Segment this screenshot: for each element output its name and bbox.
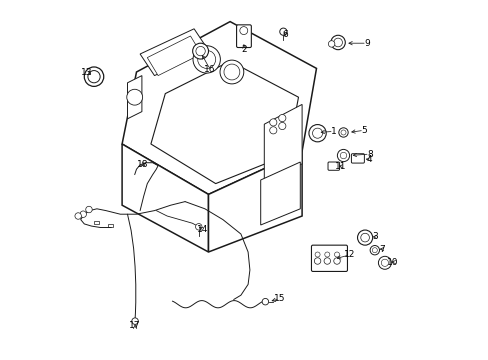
Text: 16: 16 <box>204 65 215 74</box>
Circle shape <box>337 149 349 162</box>
Text: 10: 10 <box>386 258 398 266</box>
Text: 3: 3 <box>371 233 377 241</box>
Circle shape <box>324 252 329 257</box>
Circle shape <box>279 28 286 35</box>
Circle shape <box>314 252 320 257</box>
Text: 6: 6 <box>282 30 288 39</box>
Circle shape <box>371 248 377 253</box>
Text: 17: 17 <box>129 321 141 330</box>
Polygon shape <box>208 151 302 252</box>
Text: 5: 5 <box>361 126 366 135</box>
Text: 2: 2 <box>241 45 247 54</box>
Polygon shape <box>264 104 302 182</box>
Circle shape <box>328 41 334 47</box>
Circle shape <box>84 67 103 86</box>
Text: 11: 11 <box>335 162 346 171</box>
Polygon shape <box>151 61 298 184</box>
Circle shape <box>224 64 239 80</box>
Bar <box>94 221 99 224</box>
Circle shape <box>239 27 247 35</box>
Circle shape <box>75 213 81 219</box>
Text: 12: 12 <box>343 251 355 259</box>
Polygon shape <box>147 36 201 76</box>
Polygon shape <box>127 76 142 119</box>
FancyBboxPatch shape <box>351 154 364 163</box>
Circle shape <box>196 46 205 56</box>
Circle shape <box>312 128 322 138</box>
Circle shape <box>278 114 285 122</box>
FancyBboxPatch shape <box>327 162 339 170</box>
Circle shape <box>80 211 86 217</box>
Polygon shape <box>122 144 208 252</box>
Polygon shape <box>140 29 208 76</box>
Text: 8: 8 <box>366 150 372 158</box>
Circle shape <box>88 71 100 83</box>
Circle shape <box>193 46 220 73</box>
Circle shape <box>333 38 342 47</box>
Circle shape <box>330 35 345 50</box>
Circle shape <box>333 258 340 264</box>
Text: 18: 18 <box>137 160 148 169</box>
Circle shape <box>85 206 92 213</box>
Text: 7: 7 <box>378 245 384 253</box>
Circle shape <box>369 246 379 255</box>
Text: 14: 14 <box>197 225 208 234</box>
Circle shape <box>132 318 138 324</box>
Circle shape <box>278 122 285 130</box>
Circle shape <box>357 230 372 245</box>
Circle shape <box>262 298 268 305</box>
Circle shape <box>126 89 142 105</box>
Text: 1: 1 <box>330 127 336 136</box>
Circle shape <box>334 252 339 257</box>
Circle shape <box>314 258 320 264</box>
Circle shape <box>338 128 347 137</box>
Circle shape <box>269 127 276 134</box>
Polygon shape <box>260 162 300 225</box>
Circle shape <box>308 125 325 142</box>
Text: 13: 13 <box>81 68 92 77</box>
Circle shape <box>192 43 208 59</box>
Text: 15: 15 <box>273 294 285 303</box>
Circle shape <box>378 256 390 269</box>
FancyBboxPatch shape <box>311 245 347 271</box>
Text: 4: 4 <box>366 154 372 163</box>
Circle shape <box>269 119 276 126</box>
Circle shape <box>381 259 387 266</box>
Circle shape <box>340 152 346 159</box>
Text: 9: 9 <box>363 39 369 48</box>
Circle shape <box>220 60 244 84</box>
FancyBboxPatch shape <box>236 25 251 48</box>
Bar <box>108 224 113 227</box>
Circle shape <box>324 258 330 264</box>
Circle shape <box>195 224 202 230</box>
Polygon shape <box>122 22 316 194</box>
Circle shape <box>360 233 368 242</box>
Circle shape <box>340 130 346 135</box>
Circle shape <box>197 50 215 68</box>
